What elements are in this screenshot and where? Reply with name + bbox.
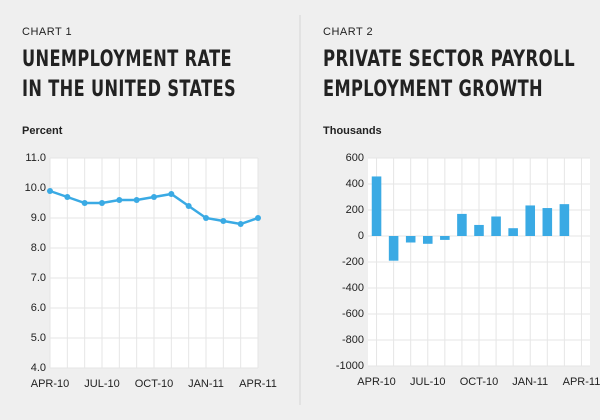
y-tick-label: 6.0	[31, 302, 46, 314]
point	[116, 197, 123, 203]
y-tick-label: -200	[342, 256, 364, 268]
chart-label: CHART 2	[323, 26, 373, 38]
x-tick-label: JAN-11	[512, 376, 548, 388]
bar	[525, 205, 536, 236]
y-tick-label: 0	[358, 230, 364, 242]
bar	[422, 236, 433, 244]
bar	[371, 176, 382, 236]
x-tick-label: OCT-10	[135, 378, 174, 390]
y-tick-label: 600	[346, 152, 364, 164]
x-tick-label: OCT-10	[460, 376, 499, 388]
bar	[559, 204, 570, 236]
y-tick-label: 11.0	[25, 152, 46, 164]
point	[220, 218, 227, 224]
point	[99, 200, 105, 206]
y-tick-label: 200	[346, 204, 364, 216]
chart-title: EMPLOYMENT GROWTH	[323, 77, 543, 102]
point	[81, 200, 88, 206]
y-axis-label: Thousands	[323, 125, 382, 137]
point	[47, 188, 53, 194]
x-tick-label: APR-11	[563, 376, 600, 388]
x-tick-label: APR-10	[357, 376, 396, 388]
point	[168, 191, 175, 197]
bar	[405, 236, 416, 243]
point	[64, 194, 71, 200]
bar	[474, 224, 484, 236]
chart-title: PRIVATE SECTOR PAYROLL	[323, 47, 575, 72]
x-tick-label: JUL-10	[410, 376, 445, 388]
point	[151, 194, 157, 200]
bar	[440, 236, 450, 240]
y-tick-label: 8.0	[31, 242, 46, 254]
x-tick-label: APR-10	[31, 378, 70, 390]
x-tick-label: JAN-11	[188, 378, 224, 390]
point	[255, 215, 261, 221]
y-tick-label: -600	[342, 308, 364, 320]
x-tick-label: JUL-10	[84, 378, 119, 390]
chart-title: UNEMPLOYMENT RATE	[22, 47, 232, 72]
y-tick-label: 7.0	[31, 272, 46, 284]
y-axis-label: Percent	[22, 125, 63, 137]
point	[203, 215, 209, 221]
y-tick-label: -400	[342, 282, 364, 294]
bar	[542, 208, 553, 236]
y-tick-label: 10.0	[25, 182, 46, 194]
chart-label: CHART 1	[22, 26, 72, 38]
x-tick-label: APR-11	[239, 378, 277, 390]
y-tick-label: 4.0	[31, 362, 46, 374]
bar	[508, 228, 518, 236]
chart-title: IN THE UNITED STATES	[22, 77, 236, 102]
point	[185, 203, 192, 209]
y-tick-label: 5.0	[31, 332, 46, 344]
point	[237, 221, 244, 227]
point	[133, 197, 140, 203]
bar	[491, 216, 501, 236]
bar	[457, 213, 467, 236]
bar	[388, 236, 399, 261]
y-tick-label: -1000	[336, 360, 364, 372]
y-tick-label: 400	[346, 178, 364, 190]
y-tick-label: 9.0	[31, 212, 46, 224]
y-tick-label: -800	[342, 334, 364, 346]
